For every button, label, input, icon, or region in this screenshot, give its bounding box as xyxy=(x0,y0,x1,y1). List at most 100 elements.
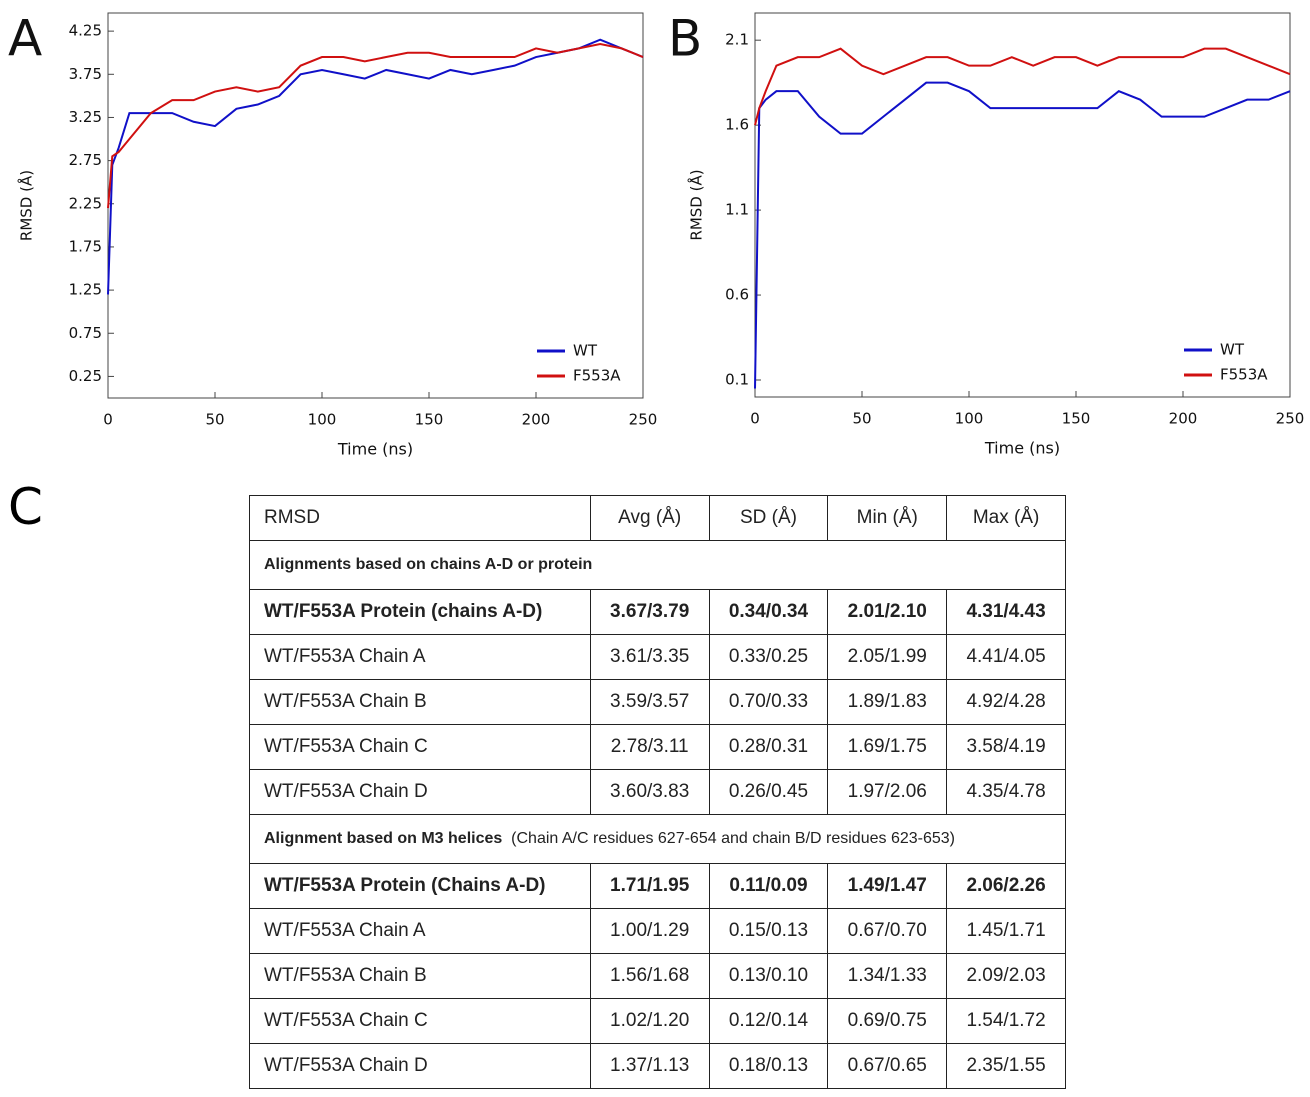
table-cell: WT/F553A Chain A xyxy=(249,634,591,680)
y-tick-label: 0.25 xyxy=(69,367,102,385)
table-cell: 1.69/1.75 xyxy=(827,724,948,770)
data-row: WT/F553A Chain C 2.78/3.11 0.28/0.31 1.69/1… xyxy=(249,724,1066,770)
x-tick-label: 250 xyxy=(629,411,658,429)
table-cell: 0.69/0.75 xyxy=(827,998,948,1044)
table-cell: 0.28/0.31 xyxy=(708,724,829,770)
y-axis-title: RMSD (Å) xyxy=(17,170,36,241)
x-tick-label: 50 xyxy=(852,410,871,428)
table-cell: 3.60/3.83 xyxy=(589,769,710,815)
y-tick-label: 1.75 xyxy=(69,237,102,255)
x-axis-title: Time (ns) xyxy=(337,440,413,459)
table-cell: 0.18/0.13 xyxy=(708,1043,829,1089)
table-cell: 1.00/1.29 xyxy=(589,908,710,954)
table-cell: 2.01/2.10 xyxy=(827,589,948,635)
plot-frame xyxy=(107,12,644,399)
table-cell: 2.78/3.11 xyxy=(589,724,710,770)
table-cell: 3.67/3.79 xyxy=(589,589,710,635)
table-cell: 2.35/1.55 xyxy=(946,1043,1066,1089)
y-tick-label: 0.1 xyxy=(725,371,749,389)
x-tick-label: 150 xyxy=(1062,410,1091,428)
section-title: Alignments based on chains A-D or protei… xyxy=(264,556,593,573)
table-cell: 1.89/1.83 xyxy=(827,679,948,725)
table-cell: 4.92/4.28 xyxy=(946,679,1066,725)
table-cell: Alignments based on chains A-D or protei… xyxy=(249,540,1066,590)
data-row: WT/F553A Protein (chains A-D) 3.67/3.79 0.… xyxy=(249,589,1066,635)
table-cell: WT/F553A Chain C xyxy=(249,724,591,770)
y-tick-label: 0.6 xyxy=(725,286,749,304)
table-cell: WT/F553A Protein (Chains A-D) xyxy=(249,863,591,909)
table-cell: 3.58/4.19 xyxy=(946,724,1066,770)
x-axis-title: Time (ns) xyxy=(984,439,1060,458)
table-cell: Max (Å) xyxy=(946,495,1066,541)
table-cell: 0.15/0.13 xyxy=(708,908,829,954)
table-cell: 0.12/0.14 xyxy=(708,998,829,1044)
table-cell: 1.49/1.47 xyxy=(827,863,948,909)
table-cell: 0.67/0.65 xyxy=(827,1043,948,1089)
table-cell: WT/F553A Chain C xyxy=(249,998,591,1044)
y-tick-label: 2.25 xyxy=(69,194,102,212)
series-line xyxy=(754,81,1291,389)
x-tick-label: 250 xyxy=(1276,410,1305,428)
table-cell: 4.41/4.05 xyxy=(946,634,1066,680)
x-tick-label: 150 xyxy=(415,411,444,429)
table-cell: Alignment based on M3 helices (Chain A/C… xyxy=(249,814,1066,864)
table-cell: 0.67/0.70 xyxy=(827,908,948,954)
charts: A 0.25 0.75 1.25 1.75 2.25 2.75 3.25 3.75 4.25 0 50… xyxy=(8,10,1305,459)
table-cell: 1.34/1.33 xyxy=(827,953,948,999)
x-tick-label: 100 xyxy=(308,411,337,429)
section-row: Alignments based on chains A-D or protei… xyxy=(249,540,1066,590)
table-cell: WT/F553A Chain A xyxy=(249,908,591,954)
table-cell: 2.09/2.03 xyxy=(946,953,1066,999)
data-row: WT/F553A Chain D 3.60/3.83 0.26/0.45 1.97/2… xyxy=(249,769,1066,815)
panel-label: C xyxy=(8,478,43,536)
table-cell: SD (Å) xyxy=(708,495,829,541)
table-cell: WT/F553A Chain D xyxy=(249,769,591,815)
legend-label: WT xyxy=(573,342,598,360)
table-cell: 0.34/0.34 xyxy=(708,589,829,635)
table-cell: 1.37/1.13 xyxy=(589,1043,710,1089)
data-row: WT/F553A Chain B 1.56/1.68 0.13/0.10 1.34/1… xyxy=(249,953,1066,999)
legend-label: F553A xyxy=(1220,366,1268,384)
legend-label: WT xyxy=(1220,341,1245,359)
table-cell: 0.26/0.45 xyxy=(708,769,829,815)
y-axis-title: RMSD (Å) xyxy=(687,169,706,240)
y-tick-label: 1.25 xyxy=(69,281,102,299)
section-title: Alignment based on M3 helices xyxy=(264,830,503,847)
series-line xyxy=(107,38,644,295)
data-row: WT/F553A Chain D 1.37/1.13 0.18/0.13 0.67/0… xyxy=(249,1043,1066,1089)
x-tick-label: 200 xyxy=(1169,410,1198,428)
header-row: RMSD Avg (Å) SD (Å) Min (Å) Max (Å) xyxy=(249,495,1066,541)
data-row: WT/F553A Protein (Chains A-D) 1.71/1.95 0.… xyxy=(249,863,1066,909)
table-cell: Avg (Å) xyxy=(589,495,710,541)
table-cell: WT/F553A Protein (chains A-D) xyxy=(249,589,591,635)
table-cell: WT/F553A Chain D xyxy=(249,1043,591,1089)
x-tick-label: 0 xyxy=(103,411,113,429)
table-cell: Min (Å) xyxy=(827,495,948,541)
table-cell: 0.33/0.25 xyxy=(708,634,829,680)
plot-frame xyxy=(754,12,1291,398)
y-tick-label: 1.6 xyxy=(725,116,749,134)
data-row: WT/F553A Chain A 3.61/3.35 0.33/0.25 2.05/1… xyxy=(249,634,1066,680)
table-cell: 1.45/1.71 xyxy=(946,908,1066,954)
data-row: WT/F553A Chain B 3.59/3.57 0.70/0.33 1.89/1… xyxy=(249,679,1066,725)
table-cell: 4.35/4.78 xyxy=(946,769,1066,815)
table-cell: 1.54/1.72 xyxy=(946,998,1066,1044)
panel-label: B xyxy=(668,10,702,68)
y-tick-label: 2.1 xyxy=(725,31,749,49)
table-cell: WT/F553A Chain B xyxy=(249,953,591,999)
table-cell: 3.59/3.57 xyxy=(589,679,710,725)
x-tick-label: 50 xyxy=(205,411,224,429)
section-note: (Chain A/C residues 627-654 and chain B/… xyxy=(511,830,955,847)
table-cell: 0.70/0.33 xyxy=(708,679,829,725)
table-cell: WT/F553A Chain B xyxy=(249,679,591,725)
table-cell: 0.13/0.10 xyxy=(708,953,829,999)
y-tick-label: 0.75 xyxy=(69,324,102,342)
data-row: WT/F553A Chain C 1.02/1.20 0.12/0.14 0.69/0… xyxy=(249,998,1066,1044)
y-tick-label: 2.75 xyxy=(69,151,102,169)
series-line xyxy=(754,47,1291,126)
table-cell: 1.02/1.20 xyxy=(589,998,710,1044)
table-cell: 3.61/3.35 xyxy=(589,634,710,680)
section-row: Alignment based on M3 helices (Chain A/C… xyxy=(249,814,1066,864)
y-tick-label: 3.75 xyxy=(69,65,102,83)
